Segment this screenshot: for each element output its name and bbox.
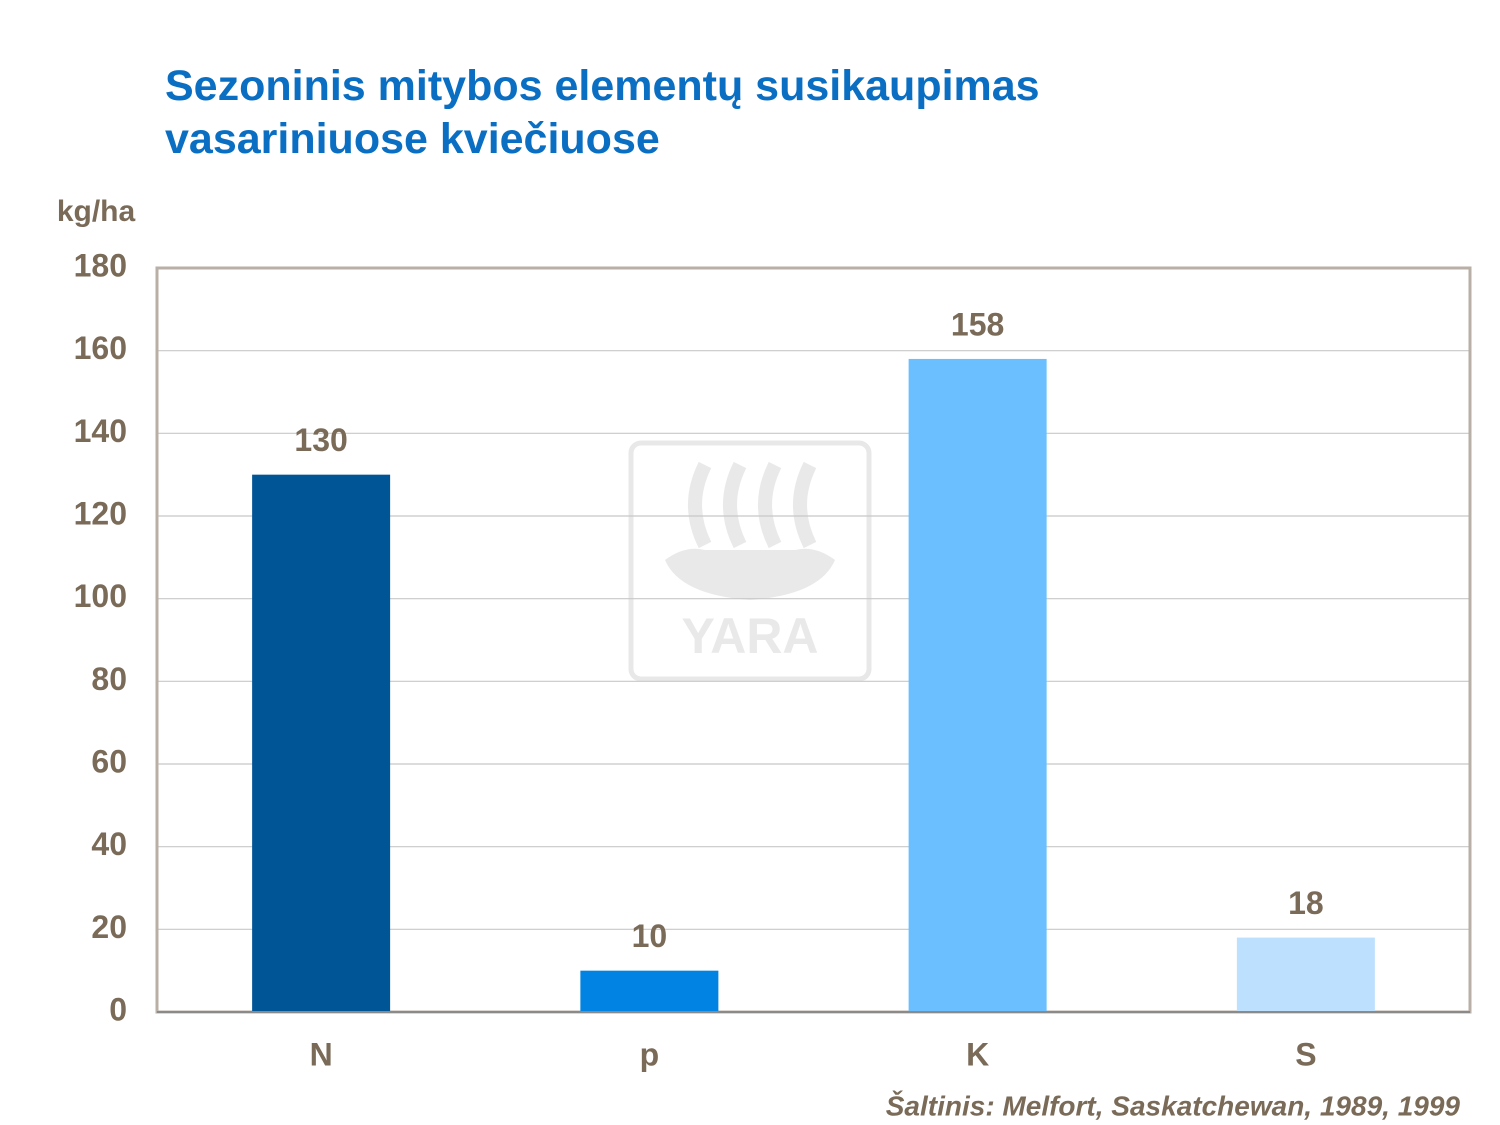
- y-tick-label: 100: [74, 578, 127, 614]
- x-tick-label: N: [310, 1036, 333, 1072]
- x-tick-label: S: [1295, 1036, 1316, 1072]
- bar: [252, 474, 391, 1013]
- y-tick-label: 180: [74, 247, 127, 283]
- watermark-text: YARA: [681, 608, 818, 664]
- y-tick-label: 0: [109, 991, 127, 1027]
- value-label: 130: [294, 422, 347, 458]
- y-tick-label: 40: [91, 826, 127, 862]
- bar: [908, 358, 1047, 1012]
- value-label: 10: [632, 918, 668, 954]
- value-label: 18: [1288, 885, 1324, 921]
- x-tick-label: K: [966, 1036, 989, 1072]
- x-tick-label: p: [640, 1036, 660, 1072]
- watermark: YARA: [628, 440, 872, 682]
- y-tick-label: 60: [91, 743, 127, 779]
- bar: [1236, 937, 1375, 1012]
- y-tick-label: 160: [74, 330, 127, 366]
- y-axis-label: kg/ha: [57, 195, 136, 228]
- chart-title: Sezoninis mitybos elementų susikaupimas …: [165, 62, 1040, 163]
- value-label: 158: [951, 306, 1004, 342]
- y-tick-label: 20: [91, 909, 127, 945]
- source: Šaltinis: Melfort, Saskatchewan, 1989, 1…: [886, 1089, 1461, 1121]
- y-tick-label: 120: [74, 495, 127, 531]
- y-tick-label: 140: [74, 413, 127, 449]
- y-tick-label: 80: [91, 661, 127, 697]
- bar: [580, 970, 719, 1012]
